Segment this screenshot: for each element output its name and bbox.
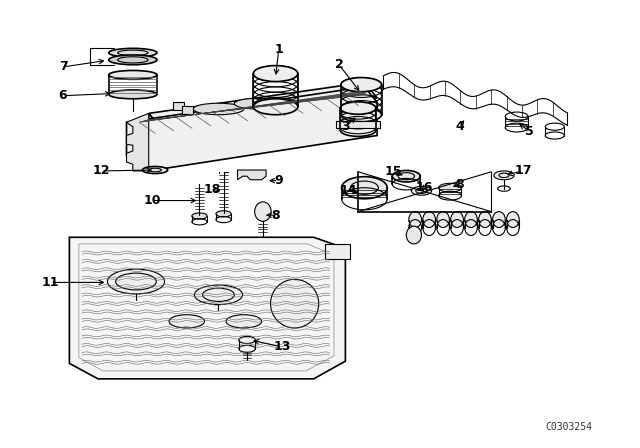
Ellipse shape	[253, 65, 298, 82]
Ellipse shape	[392, 171, 420, 182]
Text: 10: 10	[143, 194, 161, 207]
Polygon shape	[127, 113, 148, 171]
Text: 16: 16	[416, 181, 433, 194]
Text: 2: 2	[335, 58, 344, 71]
Ellipse shape	[109, 55, 157, 65]
Ellipse shape	[271, 279, 319, 328]
Ellipse shape	[234, 99, 279, 109]
Ellipse shape	[216, 211, 231, 217]
Text: 12: 12	[92, 164, 110, 177]
Ellipse shape	[341, 108, 381, 122]
Ellipse shape	[169, 314, 205, 328]
Ellipse shape	[192, 213, 207, 219]
Ellipse shape	[412, 186, 431, 195]
Text: 8: 8	[455, 178, 464, 191]
Text: 11: 11	[42, 276, 59, 289]
Text: 8: 8	[271, 209, 280, 222]
Text: 9: 9	[275, 174, 283, 187]
Ellipse shape	[226, 314, 262, 328]
Ellipse shape	[109, 90, 157, 99]
Text: 1: 1	[275, 43, 283, 56]
Ellipse shape	[436, 211, 449, 228]
Text: 6: 6	[59, 89, 67, 102]
Polygon shape	[237, 170, 266, 180]
Ellipse shape	[506, 211, 519, 228]
Ellipse shape	[109, 70, 157, 79]
Ellipse shape	[438, 183, 461, 192]
Ellipse shape	[340, 102, 376, 114]
Ellipse shape	[342, 177, 387, 199]
Text: 13: 13	[273, 340, 291, 353]
Text: 18: 18	[204, 183, 221, 196]
Ellipse shape	[108, 269, 164, 294]
Polygon shape	[148, 113, 161, 151]
Ellipse shape	[423, 211, 435, 228]
Polygon shape	[127, 87, 377, 171]
Ellipse shape	[253, 99, 298, 115]
Bar	[336, 121, 380, 128]
Bar	[182, 106, 193, 114]
Ellipse shape	[479, 211, 492, 228]
Polygon shape	[69, 237, 346, 379]
Bar	[325, 244, 351, 259]
Ellipse shape	[409, 211, 422, 228]
Text: 14: 14	[340, 184, 357, 197]
Ellipse shape	[109, 48, 157, 57]
Ellipse shape	[193, 103, 244, 115]
Text: 17: 17	[515, 164, 532, 177]
Ellipse shape	[142, 167, 168, 173]
Ellipse shape	[493, 211, 505, 228]
Ellipse shape	[195, 285, 243, 305]
Ellipse shape	[494, 171, 514, 180]
Text: 7: 7	[59, 60, 67, 73]
Text: 4: 4	[455, 120, 464, 133]
Polygon shape	[148, 82, 377, 129]
Bar	[173, 102, 184, 110]
Ellipse shape	[465, 211, 477, 228]
Text: 5: 5	[525, 125, 534, 138]
Text: C0303254: C0303254	[546, 422, 593, 432]
Ellipse shape	[451, 211, 463, 228]
Ellipse shape	[255, 202, 271, 221]
Text: 3: 3	[341, 120, 349, 133]
Ellipse shape	[406, 226, 422, 244]
Text: 15: 15	[384, 165, 402, 178]
Ellipse shape	[341, 78, 381, 92]
